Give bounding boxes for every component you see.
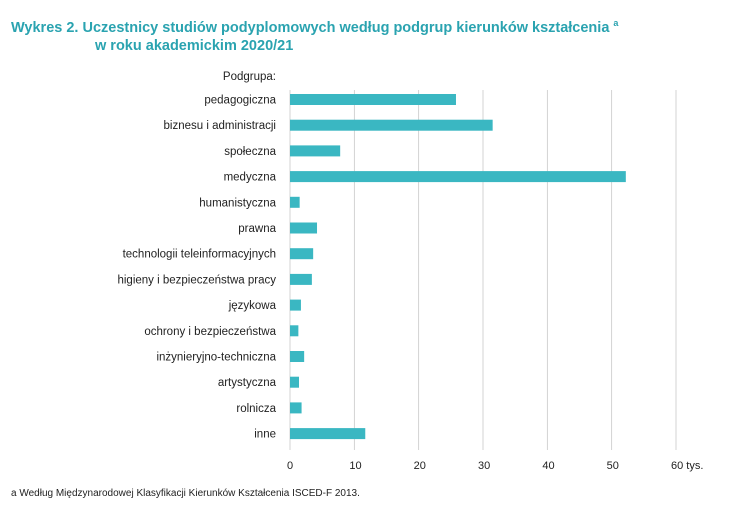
y-axis-label: Podgrupa:: [223, 71, 276, 83]
category-label-8: językowa: [228, 300, 277, 312]
bar-2: [290, 145, 341, 157]
category-label-5: prawna: [238, 223, 276, 235]
bar-5: [290, 222, 318, 234]
bar-9: [290, 325, 299, 337]
bar-3: [290, 171, 626, 183]
category-label-12: rolnicza: [236, 403, 276, 415]
category-label-0: pedagogiczna: [204, 95, 276, 107]
bar-13: [290, 428, 366, 440]
x-tick-label-4: 40: [542, 460, 554, 472]
category-label-9: ochrony i bezpieczeństwa: [144, 326, 276, 338]
category-label-13: inne: [254, 429, 276, 441]
bar-0: [290, 94, 456, 105]
bar-11: [290, 376, 300, 388]
bar-4: [290, 196, 300, 208]
bar-8: [290, 299, 301, 311]
bar-10: [290, 351, 305, 362]
category-label-11: artystyczna: [218, 377, 277, 389]
chart-title: Wykres 2. Uczestnicy studiów podyplomowy…: [11, 14, 618, 55]
bar-6: [290, 248, 314, 260]
category-label-4: humanistyczna: [199, 197, 276, 209]
category-label-3: medyczna: [224, 172, 277, 184]
footnote-marker: a: [11, 488, 17, 499]
x-tick-label-3: 30: [478, 460, 490, 472]
x-tick-label-0: 0: [287, 460, 293, 472]
title-line-2: w roku akademickim 2020/21: [95, 37, 294, 54]
footnote-text: Według Międzynarodowej Klasyfikacji Kier…: [19, 488, 360, 499]
x-tick-label-1: 10: [349, 460, 361, 472]
bar-1: [290, 119, 493, 131]
category-label-10: inżynieryjno-techniczna: [156, 352, 276, 364]
category-label-1: biznesu i administracji: [164, 120, 277, 132]
x-tick-label-2: 20: [414, 460, 426, 472]
footnote: a Według Międzynarodowej Klasyfikacji Ki…: [11, 488, 360, 499]
bar-7: [290, 273, 312, 285]
title-footnote-marker: a: [613, 18, 619, 28]
x-tick-label-6: 60 tys.: [671, 460, 703, 472]
category-label-6: technologii teleinformacyjnych: [123, 249, 276, 261]
category-label-7: higieny i bezpieczeństwa pracy: [117, 274, 276, 286]
category-label-2: społeczna: [224, 146, 276, 158]
x-tick-label-5: 50: [607, 460, 619, 472]
title-line-1: Wykres 2. Uczestnicy studiów podyplomowy…: [11, 19, 610, 36]
bar-12: [290, 402, 302, 414]
